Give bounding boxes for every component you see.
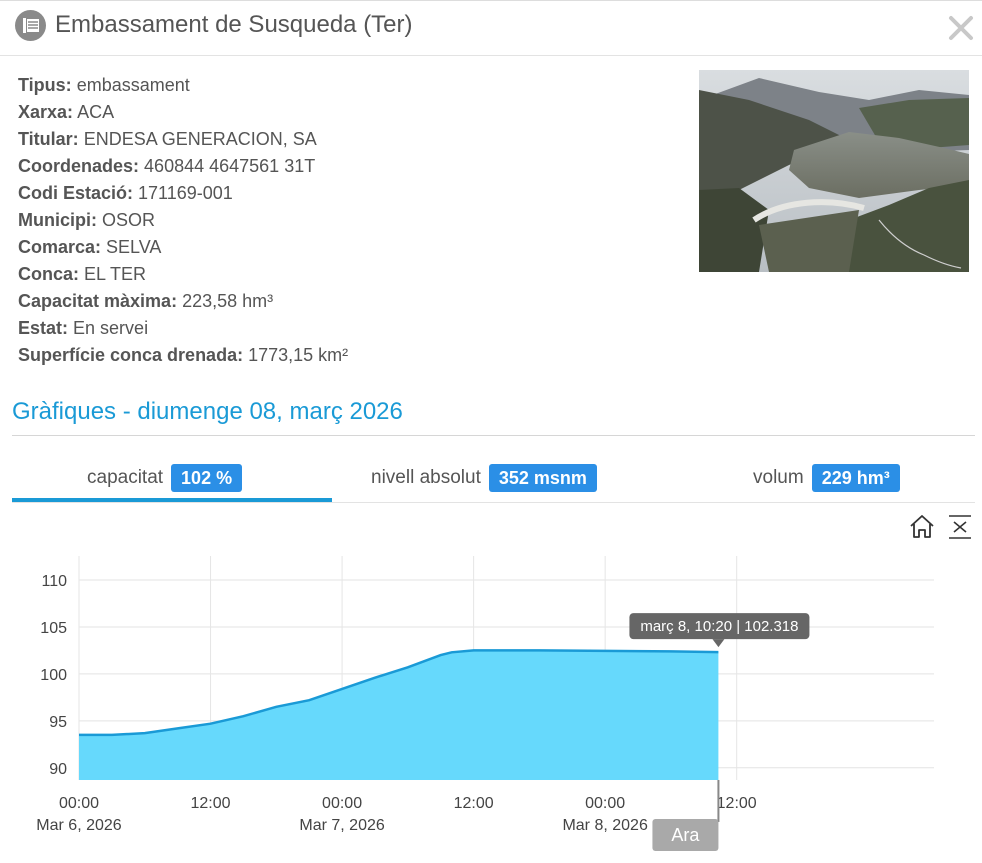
info-label: Comarca: bbox=[18, 237, 102, 257]
info-value: En servei bbox=[73, 318, 149, 338]
info-row-codi: Codi Estació: 171169-001 bbox=[18, 180, 348, 207]
y-tick-label: 95 bbox=[49, 714, 67, 731]
info-label: Conca: bbox=[18, 264, 80, 284]
info-label: Superfície conca drenada: bbox=[18, 345, 244, 365]
info-value: 1773,15 km² bbox=[248, 345, 349, 365]
tab-label: capacitat bbox=[87, 467, 164, 488]
info-row-titular: Titular: ENDESA GENERACION, SA bbox=[18, 126, 348, 153]
info-label: Coordenades: bbox=[18, 156, 140, 176]
graphs-divider bbox=[12, 435, 975, 436]
top-border bbox=[0, 0, 982, 1]
now-label: Ara bbox=[671, 825, 700, 845]
close-icon[interactable] bbox=[946, 13, 976, 43]
info-row-comarca: Comarca: SELVA bbox=[18, 234, 348, 261]
y-tick-label: 105 bbox=[40, 620, 67, 637]
x-tick-label: 12:00 bbox=[454, 795, 494, 812]
panel-header: Embassament de Susqueda (Ter) bbox=[0, 1, 982, 56]
x-tick-label: 00:00 bbox=[59, 795, 99, 812]
reservoir-icon bbox=[15, 10, 46, 41]
info-row-coordenades: Coordenades: 460844 4647561 31T bbox=[18, 153, 348, 180]
x-tick-date-label: Mar 8, 2026 bbox=[562, 817, 647, 834]
info-label: Codi Estació: bbox=[18, 183, 134, 203]
capacity-chart: 90 95 100 105 110 00:00 Mar 6, 2026 12:00 00:00 M… bbox=[36, 556, 934, 851]
info-label: Municipi: bbox=[18, 210, 97, 230]
graph-tabs: capacitat 102 % nivell absolut 352 msnm … bbox=[12, 456, 975, 503]
info-value: ACA bbox=[77, 102, 115, 122]
tab-capacitat[interactable]: capacitat 102 % bbox=[87, 463, 243, 493]
tab-badge: 352 msnm bbox=[488, 464, 597, 492]
info-value: EL TER bbox=[84, 264, 147, 284]
zoom-fit-icon[interactable] bbox=[946, 513, 974, 541]
info-label: Titular: bbox=[18, 129, 79, 149]
info-value: SELVA bbox=[106, 237, 162, 257]
reservoir-photo bbox=[699, 70, 969, 272]
x-tick-date-label: Mar 6, 2026 bbox=[36, 817, 121, 834]
info-value: 460844 4647561 31T bbox=[144, 156, 316, 176]
info-value: 171169-001 bbox=[138, 183, 233, 203]
tab-nivell-absolut[interactable]: nivell absolut 352 msnm bbox=[371, 463, 597, 493]
x-tick-label: 00:00 bbox=[585, 795, 625, 812]
tab-badge: 102 % bbox=[171, 464, 243, 492]
x-tick-label: 12:00 bbox=[717, 795, 757, 812]
y-tick-label: 90 bbox=[49, 761, 67, 778]
x-tick-label: 00:00 bbox=[322, 795, 362, 812]
info-row-conca: Conca: EL TER bbox=[18, 261, 348, 288]
home-icon[interactable] bbox=[908, 513, 936, 541]
tooltip-text: març 8, 10:20 | 102.318 bbox=[640, 618, 798, 635]
info-label: Capacitat màxima: bbox=[18, 291, 178, 311]
info-value: embassament bbox=[76, 75, 190, 95]
y-tick-label: 110 bbox=[41, 573, 67, 590]
x-tick-label: 12:00 bbox=[191, 795, 231, 812]
series-area bbox=[79, 650, 719, 780]
info-label: Xarxa: bbox=[18, 102, 74, 122]
info-row-estat: Estat: En servei bbox=[18, 315, 348, 342]
y-tick-label: 100 bbox=[40, 667, 67, 684]
tooltip-pointer bbox=[712, 639, 725, 648]
info-row-xarxa: Xarxa: ACA bbox=[18, 99, 348, 126]
tab-label: volum bbox=[753, 467, 804, 488]
x-tick-date-label: Mar 7, 2026 bbox=[299, 817, 384, 834]
tab-label: nivell absolut bbox=[371, 467, 481, 488]
info-row-superficie: Superfície conca drenada: 1773,15 km² bbox=[18, 342, 348, 369]
panel-title: Embassament de Susqueda (Ter) bbox=[55, 11, 413, 38]
info-label: Tipus: bbox=[18, 75, 72, 95]
tab-volum[interactable]: volum 229 hm³ bbox=[753, 463, 900, 493]
series-line bbox=[79, 649, 719, 737]
info-row-municipi: Municipi: OSOR bbox=[18, 207, 348, 234]
active-tab-indicator bbox=[12, 498, 332, 502]
info-row-capacitat: Capacitat màxima: 223,58 hm³ bbox=[18, 288, 348, 315]
tooltip-box bbox=[629, 613, 810, 640]
now-label-box bbox=[652, 819, 719, 851]
info-value: ENDESA GENERACION, SA bbox=[83, 129, 317, 149]
station-info: Tipus: embassament Xarxa: ACA Titular: E… bbox=[18, 72, 348, 369]
info-row-tipus: Tipus: embassament bbox=[18, 72, 348, 99]
info-value: OSOR bbox=[102, 210, 156, 230]
info-label: Estat: bbox=[18, 318, 69, 338]
graphs-title: Gràfiques - diumenge 08, març 2026 bbox=[12, 398, 403, 425]
info-value: 223,58 hm³ bbox=[182, 291, 274, 311]
tab-badge: 229 hm³ bbox=[811, 464, 900, 492]
